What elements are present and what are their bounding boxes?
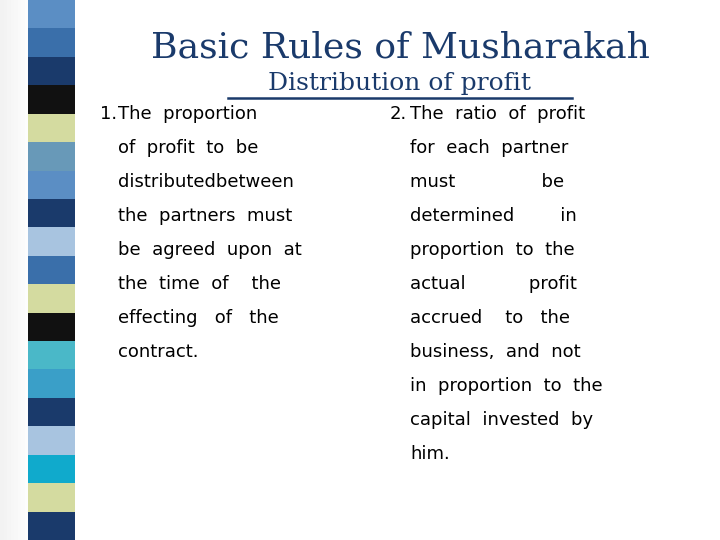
- Bar: [7, 0, 11, 540]
- Bar: [28, 85, 75, 114]
- Text: The  proportion: The proportion: [118, 105, 257, 123]
- Text: effecting   of   the: effecting of the: [118, 309, 279, 327]
- Text: capital  invested  by: capital invested by: [410, 411, 593, 429]
- Text: 2.: 2.: [390, 105, 408, 123]
- Bar: [28, 511, 75, 540]
- Text: Basic Rules of Musharakah: Basic Rules of Musharakah: [150, 30, 649, 64]
- Text: distributedbetween: distributedbetween: [118, 173, 294, 191]
- Text: of  profit  to  be: of profit to be: [118, 139, 258, 157]
- Text: contract.: contract.: [118, 343, 199, 361]
- Bar: [28, 57, 75, 85]
- Bar: [28, 171, 75, 199]
- Text: must               be: must be: [410, 173, 564, 191]
- Bar: [28, 142, 75, 171]
- Bar: [28, 455, 75, 483]
- Bar: [28, 369, 75, 398]
- Bar: [28, 114, 75, 142]
- Bar: [4, 0, 7, 540]
- Text: Distribution of profit: Distribution of profit: [269, 72, 531, 95]
- Bar: [28, 426, 75, 455]
- Text: actual           profit: actual profit: [410, 275, 577, 293]
- Bar: [24, 0, 28, 540]
- Bar: [28, 398, 75, 426]
- Bar: [0, 0, 4, 540]
- Bar: [28, 483, 75, 511]
- Bar: [28, 0, 75, 29]
- Text: The  ratio  of  profit: The ratio of profit: [410, 105, 585, 123]
- Bar: [11, 0, 14, 540]
- Bar: [17, 0, 21, 540]
- Text: the  partners  must: the partners must: [118, 207, 292, 225]
- Bar: [14, 0, 17, 540]
- Text: determined        in: determined in: [410, 207, 577, 225]
- Text: the  time  of    the: the time of the: [118, 275, 281, 293]
- Bar: [28, 341, 75, 369]
- Text: for  each  partner: for each partner: [410, 139, 568, 157]
- Bar: [28, 284, 75, 313]
- Bar: [28, 227, 75, 256]
- Text: be  agreed  upon  at: be agreed upon at: [118, 241, 302, 259]
- Text: him.: him.: [410, 445, 450, 463]
- Bar: [28, 29, 75, 57]
- Text: proportion  to  the: proportion to the: [410, 241, 575, 259]
- Bar: [21, 0, 24, 540]
- Bar: [28, 313, 75, 341]
- Text: 1.: 1.: [100, 105, 117, 123]
- Bar: [28, 256, 75, 284]
- Bar: [28, 199, 75, 227]
- Text: accrued    to   the: accrued to the: [410, 309, 570, 327]
- Text: in  proportion  to  the: in proportion to the: [410, 377, 603, 395]
- Text: business,  and  not: business, and not: [410, 343, 580, 361]
